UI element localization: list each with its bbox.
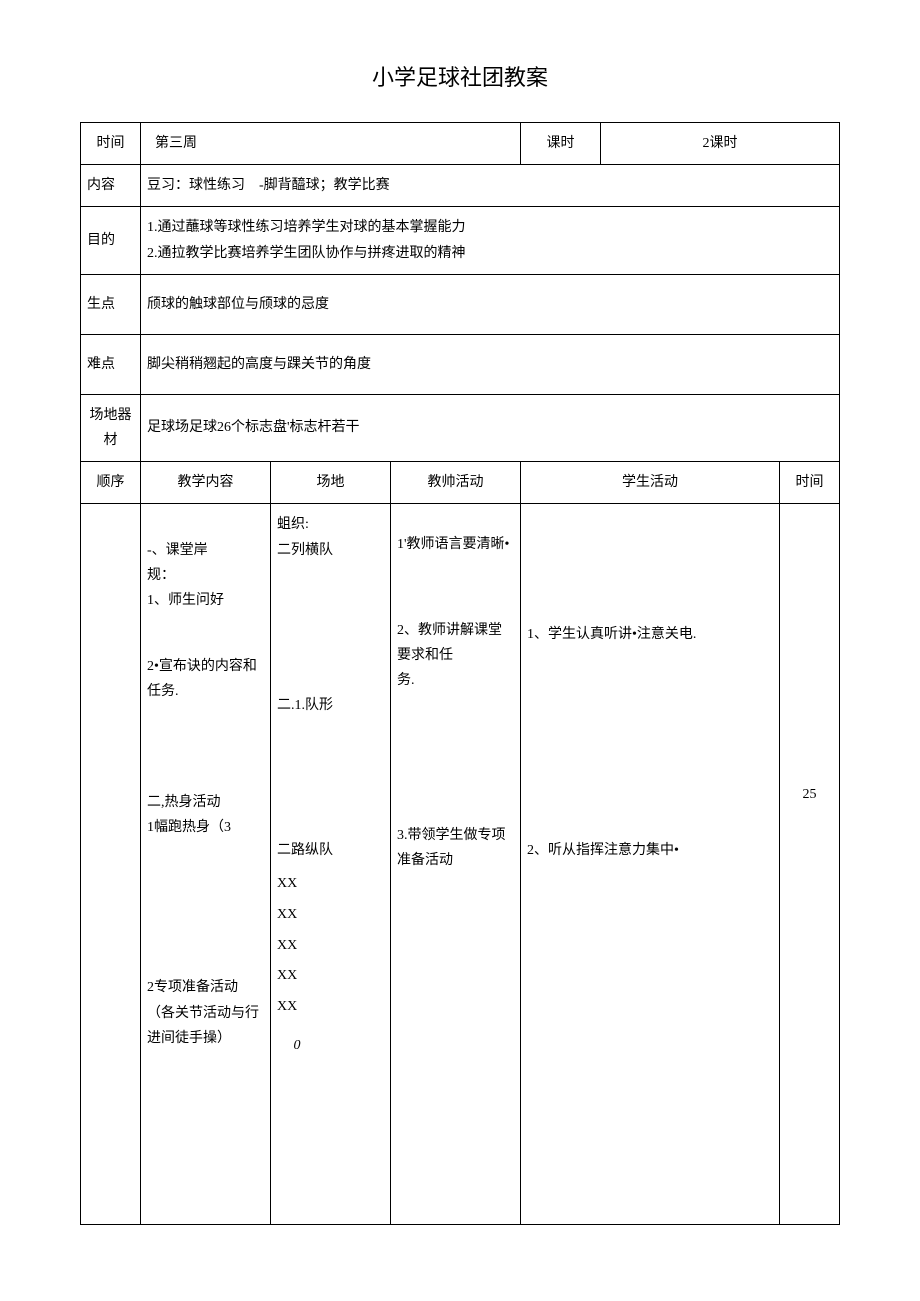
col-teacher: 教帅活动 — [391, 462, 521, 504]
meta-row-keypoint: 生点 颀球的触球部位与颀球的忌度 — [81, 274, 840, 334]
body-row-continuation — [81, 1084, 840, 1224]
student-cell-2 — [521, 1084, 780, 1224]
content-block-3: 二,热身活动 1幅跑热身（3 — [147, 790, 264, 840]
content-block-1: -、课堂岸 规： 1、师生问好 — [147, 538, 264, 614]
time-value: 第三周 — [141, 123, 521, 165]
field-cell-2 — [271, 1084, 391, 1224]
field-formation: XX XX XX XX XX — [277, 869, 384, 1023]
student-block-1: 1、学生认真听讲•注意关电. — [527, 622, 773, 647]
time-cell-2 — [780, 1084, 840, 1224]
purpose-value: 1.通过蘸球等球性练习培养学生对球的基本掌握能力 2.通拉教学比赛培养学生团队协… — [141, 207, 840, 274]
meta-row-content: 内容 豆习：球性练习 -脚背醯球；教学比赛 — [81, 165, 840, 207]
teaching-content-cell: -、课堂岸 规： 1、师生问好 2•宣布诀的内容和任务. 二,热身活动 1幅跑热… — [141, 504, 271, 1084]
content-block-4: 2专项准备活动（各关节活动与行进间徒手操） — [147, 975, 264, 1051]
meta-row-equipment: 场地器材 足球场足球26个标志盘'标志杆若干 — [81, 394, 840, 461]
meta-row-purpose: 目的 1.通过蘸球等球性练习培养学生对球的基本掌握能力 2.通拉教学比赛培养学生… — [81, 207, 840, 274]
field-zero: 0 — [277, 1033, 317, 1058]
period-label: 课时 — [521, 123, 601, 165]
meta-row-difficulty: 难点 脚尖稍稍翘起的高度与踝关节的角度 — [81, 334, 840, 394]
col-student: 学生活动 — [521, 462, 780, 504]
keypoint-label: 生点 — [81, 274, 141, 334]
body-row: -、课堂岸 规： 1、师生问好 2•宣布诀的内容和任务. 二,热身活动 1幅跑热… — [81, 504, 840, 1084]
teacher-block-1: 1'教师语言要清晰• — [397, 532, 514, 557]
difficulty-label: 难点 — [81, 334, 141, 394]
content-cell-2 — [141, 1084, 271, 1224]
teacher-block-3: 3.带领学生做专项准备活动 — [397, 823, 514, 873]
content-block-2: 2•宣布诀的内容和任务. — [147, 654, 264, 704]
meta-row-time: 时间 第三周 课时 2课时 — [81, 123, 840, 165]
page-title: 小学足球社团教案 — [80, 60, 840, 92]
equipment-label: 场地器材 — [81, 394, 141, 461]
field-block-2: 二.1.队形 — [277, 693, 384, 718]
time-label: 时间 — [81, 123, 141, 165]
columns-header-row: 顺序 教学内容 场地 教帅活动 学生活动 时间 — [81, 462, 840, 504]
teacher-cell: 1'教师语言要清晰• 2、教师讲解课堂要求和任 务. 3.带领学生做专项准备活动 — [391, 504, 521, 1084]
col-content: 教学内容 — [141, 462, 271, 504]
keypoint-value: 颀球的触球部位与颀球的忌度 — [141, 274, 840, 334]
difficulty-value: 脚尖稍稍翘起的高度与踝关节的角度 — [141, 334, 840, 394]
time-cell: 25 — [780, 504, 840, 1084]
seq-cell — [81, 504, 141, 1084]
content-label: 内容 — [81, 165, 141, 207]
col-time: 时间 — [780, 462, 840, 504]
content-value: 豆习：球性练习 -脚背醯球；教学比赛 — [141, 165, 840, 207]
equipment-value: 足球场足球26个标志盘'标志杆若干 — [141, 394, 840, 461]
field-block-3: 二路纵队 — [277, 838, 384, 863]
teacher-block-2: 2、教师讲解课堂要求和任 务. — [397, 618, 514, 694]
period-value: 2课时 — [601, 123, 840, 165]
teacher-cell-2 — [391, 1084, 521, 1224]
student-cell: 1、学生认真听讲•注意关电. 2、听从指挥注意力集中• — [521, 504, 780, 1084]
field-block-1: 蛆织: 二列横队 — [277, 512, 384, 562]
col-field: 场地 — [271, 462, 391, 504]
seq-cell-2 — [81, 1084, 141, 1224]
lesson-plan-table: 时间 第三周 课时 2课时 内容 豆习：球性练习 -脚背醯球；教学比赛 目的 1… — [80, 122, 840, 1225]
field-cell: 蛆织: 二列横队 二.1.队形 二路纵队 XX XX XX XX XX 0 — [271, 504, 391, 1084]
student-block-2: 2、听从指挥注意力集中• — [527, 838, 773, 863]
purpose-label: 目的 — [81, 207, 141, 274]
col-seq: 顺序 — [81, 462, 141, 504]
